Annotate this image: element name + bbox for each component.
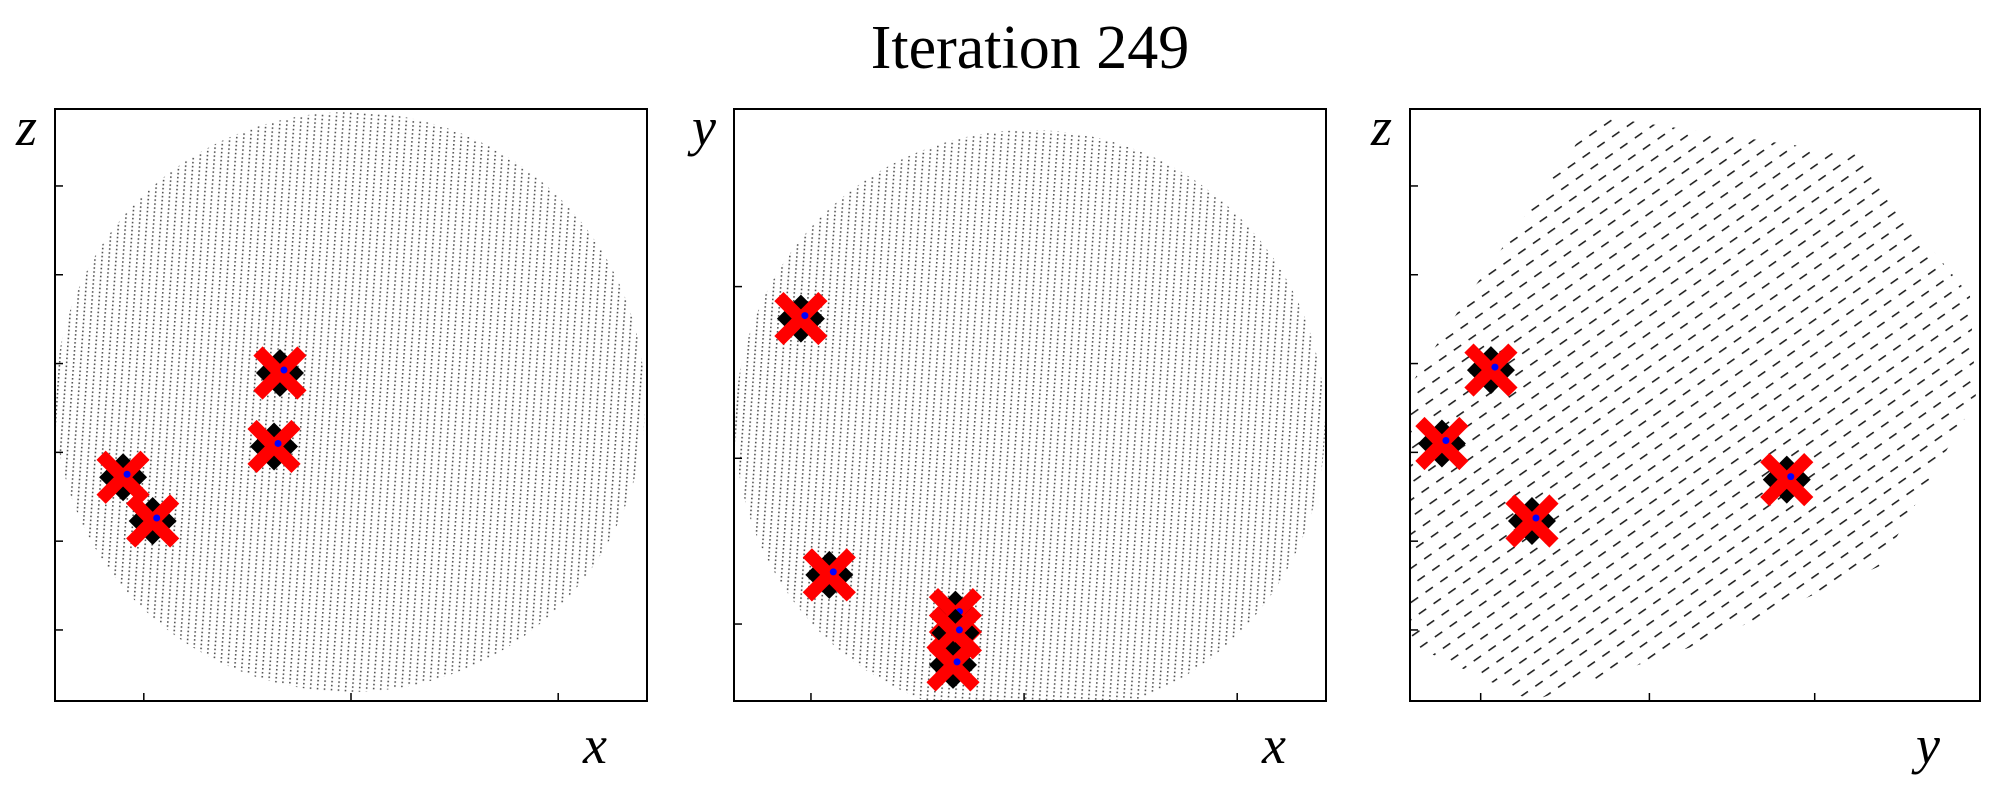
marker-cross [926, 638, 980, 692]
title: Iteration 249 [871, 14, 1190, 82]
marker-dot [829, 568, 837, 576]
marker-dot [1787, 473, 1795, 481]
point-cloud [55, 112, 645, 692]
marker-cross [96, 450, 150, 504]
marker-cross [802, 548, 856, 602]
x-axis-label: y [1911, 715, 1940, 775]
marker-cross [253, 346, 307, 400]
marker-dot [153, 514, 161, 522]
point-cloud [735, 130, 1325, 701]
axes-box [733, 108, 1327, 702]
panels: z x y x z y [15, 97, 1981, 775]
marker-cross [247, 419, 301, 474]
marker-cross [1505, 494, 1559, 548]
marker-cross [1415, 416, 1469, 471]
marker-cross [126, 494, 180, 548]
x-axis-label: x [1261, 715, 1286, 775]
marker-dot [1491, 363, 1499, 371]
marker-dot [280, 366, 288, 374]
marker-dot [801, 312, 809, 320]
x-axis-label: x [582, 715, 607, 775]
marker-cross [1464, 343, 1518, 397]
marker-cross [774, 291, 828, 346]
y-axis-label: z [1370, 97, 1392, 157]
marker-dot [274, 439, 282, 447]
marker-dot [123, 470, 131, 478]
marker-dot [955, 626, 963, 634]
marker-dot [1532, 514, 1540, 522]
point-cloud [1410, 116, 1976, 701]
marker-dot [953, 658, 961, 666]
marker-dot [1442, 436, 1450, 444]
y-axis-label: z [15, 97, 37, 157]
y-axis-label: y [687, 97, 716, 157]
marker-cross [1760, 452, 1814, 507]
axes-box [1409, 108, 1981, 702]
